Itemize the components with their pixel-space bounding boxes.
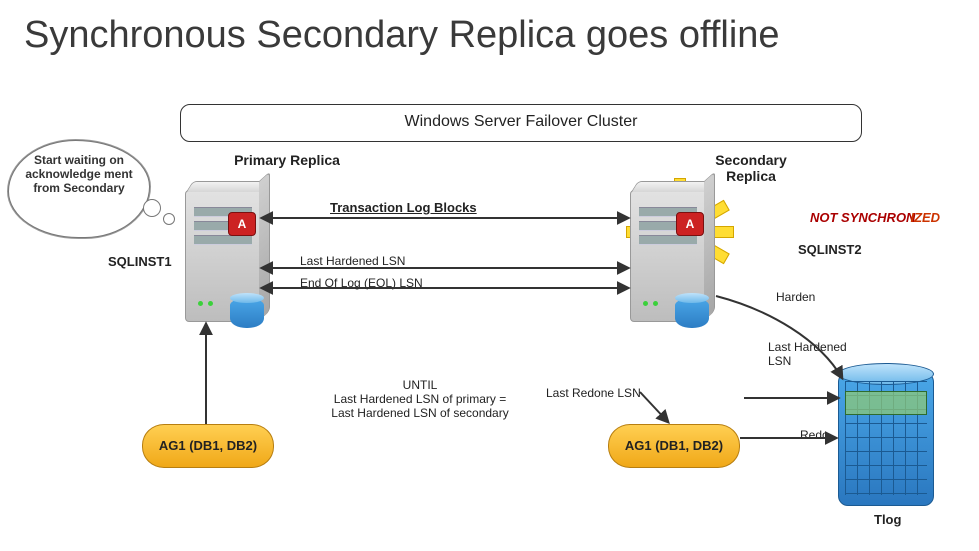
primary-replica-label: Primary Replica [232, 152, 342, 168]
sync-note-line3: Last Hardened LSN of secondary [310, 406, 530, 420]
diagram-stage: Synchronous Secondary Replica goes offli… [0, 0, 979, 551]
harden-label: Harden [776, 290, 815, 304]
last-hardened-lsn-label-2: Last Hardened LSN [768, 340, 858, 368]
sync-status: NOT SYNCHRONIZED [810, 210, 940, 225]
sync-note-line2: Last Hardened LSN of primary = [310, 392, 530, 406]
last-hardened-lsn-label: Last Hardened LSN [300, 254, 405, 268]
sync-status-part1: NOT SYNCHRON [810, 210, 915, 225]
ag1-primary-oval: AG1 (DB1, DB2) [142, 424, 274, 468]
primary-ag-chip: A [228, 212, 256, 236]
sync-note: UNTIL Last Hardened LSN of primary = Las… [310, 378, 530, 420]
sqlinst1-label: SQLINST1 [108, 254, 172, 269]
arrows-svg [0, 0, 979, 551]
page-title: Synchronous Secondary Replica goes offli… [24, 14, 780, 57]
callout-cloud: Start waiting on acknowledge ment from S… [8, 140, 150, 238]
sqlinst2-label: SQLINST2 [798, 242, 862, 257]
secondary-disk-icon [675, 298, 709, 328]
primary-disk-icon [230, 298, 264, 328]
ag1-secondary-oval: AG1 (DB1, DB2) [608, 424, 740, 468]
secondary-ag-chip: A [676, 212, 704, 236]
eol-lsn-label: End Of Log (EOL) LSN [300, 276, 423, 290]
sync-note-line1: UNTIL [310, 378, 530, 392]
last-redone-lsn-label-2: Last Redone LSN [546, 386, 641, 400]
tlog-cylinder-icon [838, 372, 934, 506]
tlog-label: Tlog [874, 512, 901, 527]
redo-label: Redo [800, 428, 829, 442]
sync-status-part2: IZED [910, 210, 940, 225]
tx-log-blocks-label: Transaction Log Blocks [330, 200, 477, 215]
failover-cluster-box: Windows Server Failover Cluster [180, 104, 862, 142]
